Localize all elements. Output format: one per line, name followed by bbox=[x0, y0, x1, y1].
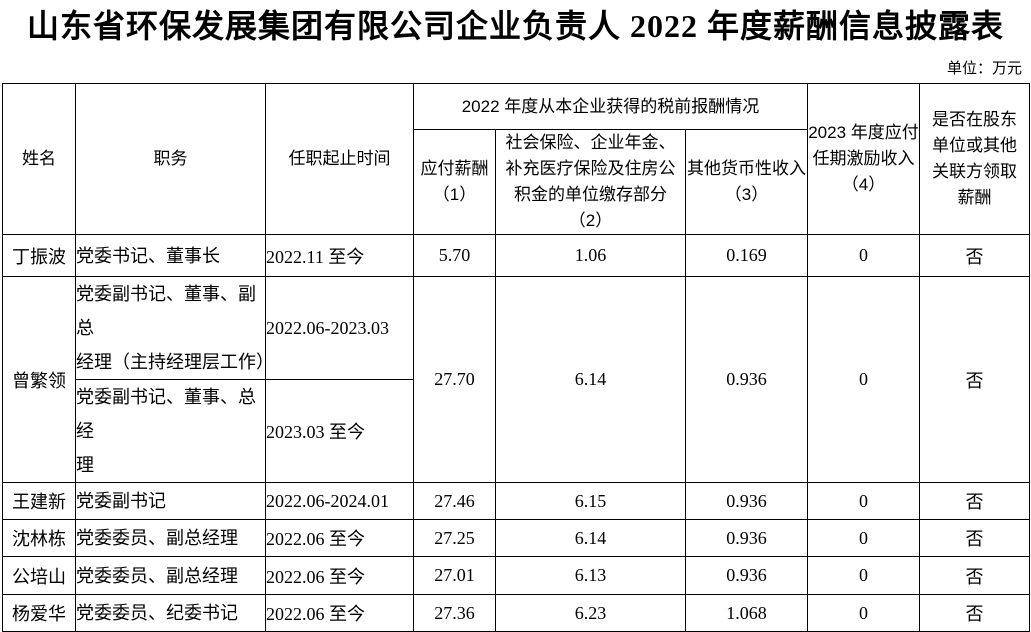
header-name: 姓名 bbox=[2, 83, 76, 235]
term-cell: 2022.06-2023.03 bbox=[265, 276, 414, 380]
header-row-1: 姓名 职务 任职起止时间 2022 年度从本企业获得的税前报酬情况 2023 年… bbox=[2, 83, 1030, 235]
position-cell: 党委委员、副总经理 bbox=[75, 556, 266, 595]
term-cell: 2022.06-2024.01 bbox=[265, 482, 414, 520]
term-cell: 2022.11 至今 bbox=[265, 234, 414, 277]
incentive-cell: 0 bbox=[807, 234, 920, 277]
name-cell: 丁振波 bbox=[2, 234, 76, 277]
pay-cell: 27.70 bbox=[413, 276, 496, 483]
pay-cell: 27.36 bbox=[413, 594, 496, 632]
name-cell: 曾繁领 bbox=[2, 276, 76, 483]
pay-cell: 27.46 bbox=[413, 482, 496, 520]
related-cell: 否 bbox=[919, 234, 1030, 277]
header-insurance: 社会保险、企业年金、 补充医疗保险及住房公 积金的单位缴存部分 （2） bbox=[495, 129, 686, 235]
insurance-cell: 6.14 bbox=[495, 519, 686, 557]
header-pay: 应付薪酬 （1） bbox=[413, 129, 496, 235]
incentive-cell: 0 bbox=[807, 519, 920, 557]
name-cell: 王建新 bbox=[2, 482, 76, 520]
table-row: 沈林栋 党委委员、副总经理 2022.06 至今 27.25 6.14 0.93… bbox=[2, 519, 1030, 557]
table-row: 曾繁领 党委副书记、董事、副总 经理（主持经理层工作） 2022.06-2023… bbox=[2, 276, 1030, 483]
insurance-cell: 6.14 bbox=[495, 276, 686, 483]
pay-cell: 27.01 bbox=[413, 556, 496, 595]
other-income-cell: 0.936 bbox=[685, 482, 808, 520]
related-cell: 否 bbox=[919, 519, 1030, 557]
incentive-cell: 0 bbox=[807, 594, 920, 632]
position-cell: 党委委员、纪委书记 bbox=[75, 594, 266, 632]
table-row: 丁振波 党委书记、董事长 2022.11 至今 5.70 1.06 0.169 … bbox=[2, 234, 1030, 277]
header-related-party: 是否在股东 单位或其他 关联方领取 薪酬 bbox=[919, 83, 1030, 235]
insurance-cell: 1.06 bbox=[495, 234, 686, 277]
insurance-cell: 6.15 bbox=[495, 482, 686, 520]
insurance-cell: 6.13 bbox=[495, 556, 686, 595]
table-subrow: 党委副书记、董事、总经 理 2023.03 至今 bbox=[3, 379, 1030, 483]
position-cell: 党委副书记、董事、总经 理 bbox=[75, 379, 266, 483]
insurance-cell: 6.23 bbox=[495, 594, 686, 632]
other-income-cell: 1.068 bbox=[685, 594, 808, 632]
header-other-income: 其他货币性收入 （3） bbox=[685, 129, 808, 235]
pay-cell: 27.25 bbox=[413, 519, 496, 557]
pay-cell: 5.70 bbox=[413, 234, 496, 277]
incentive-cell: 0 bbox=[807, 482, 920, 520]
incentive-cell: 0 bbox=[807, 276, 920, 483]
other-income-cell: 0.936 bbox=[685, 556, 808, 595]
header-term: 任职起止时间 bbox=[265, 83, 414, 235]
position-cell: 党委委员、副总经理 bbox=[75, 519, 266, 557]
unit-label: 单位：万元 bbox=[946, 61, 1022, 77]
term-cell: 2022.06 至今 bbox=[265, 594, 414, 632]
related-cell: 否 bbox=[919, 594, 1030, 632]
term-cell: 2022.06 至今 bbox=[265, 556, 414, 595]
header-position: 职务 bbox=[75, 83, 266, 235]
page-title: 山东省环保发展集团有限公司企业负责人 2022 年度薪酬信息披露表 bbox=[26, 8, 1004, 44]
name-cell: 沈林栋 bbox=[2, 519, 76, 557]
position-cell: 党委书记、董事长 bbox=[75, 234, 266, 277]
header-row-2: 应付薪酬 （1） 社会保险、企业年金、 补充医疗保险及住房公 积金的单位缴存部分… bbox=[3, 129, 1030, 235]
other-income-cell: 0.169 bbox=[685, 234, 808, 277]
related-cell: 否 bbox=[919, 556, 1030, 595]
incentive-cell: 0 bbox=[807, 556, 920, 595]
table-row: 杨爱华 党委委员、纪委书记 2022.06 至今 27.36 6.23 1.06… bbox=[2, 594, 1030, 632]
table-row: 公培山 党委委员、副总经理 2022.06 至今 27.01 6.13 0.93… bbox=[2, 556, 1030, 595]
name-cell: 杨爱华 bbox=[2, 594, 76, 632]
other-income-cell: 0.936 bbox=[685, 519, 808, 557]
header-group-2022: 2022 年度从本企业获得的税前报酬情况 bbox=[413, 83, 808, 130]
related-cell: 否 bbox=[919, 482, 1030, 520]
header-incentive-2023: 2023 年度应付 任期激励收入 （4） bbox=[807, 83, 920, 235]
position-cell: 党委副书记、董事、副总 经理（主持经理层工作） bbox=[75, 276, 266, 380]
salary-disclosure-table: 姓名 职务 任职起止时间 2022 年度从本企业获得的税前报酬情况 2023 年… bbox=[2, 83, 1030, 632]
position-cell: 党委副书记 bbox=[75, 482, 266, 520]
other-income-cell: 0.936 bbox=[685, 276, 808, 483]
related-cell: 否 bbox=[919, 276, 1030, 483]
term-cell: 2022.06 至今 bbox=[265, 519, 414, 557]
table-row: 王建新 党委副书记 2022.06-2024.01 27.46 6.15 0.9… bbox=[2, 482, 1030, 520]
name-cell: 公培山 bbox=[2, 556, 76, 595]
term-cell: 2023.03 至今 bbox=[265, 379, 414, 483]
